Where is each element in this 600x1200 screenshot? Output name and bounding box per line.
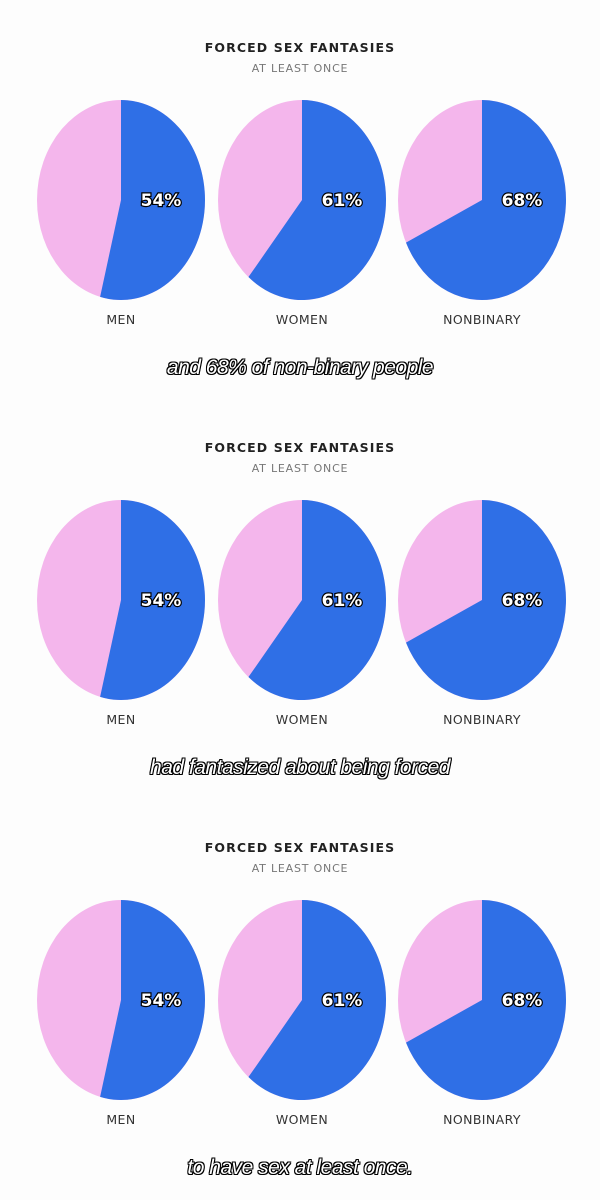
pie-category-label: MEN [106, 312, 135, 327]
pie-value-label: 54% [141, 191, 182, 211]
chart-frame-2: FORCED SEX FANTASIES AT LEAST ONCE 54% ME… [0, 400, 600, 800]
pie-slice-value [405, 500, 566, 700]
pie-slice-value [100, 500, 205, 700]
pie-category-label: NONBINARY [443, 312, 521, 327]
caption: had fantasized about being forced [150, 756, 450, 779]
pie-value-label: 61% [322, 991, 363, 1011]
pie-slice-value [100, 900, 205, 1100]
caption: to have sex at least once. [187, 1156, 413, 1179]
pie-category-label: WOMEN [276, 712, 328, 727]
pie-slice-value [248, 900, 387, 1100]
chart-subtitle: AT LEAST ONCE [251, 462, 349, 475]
pie-value-label: 61% [322, 591, 363, 611]
pie-category-label: MEN [106, 712, 135, 727]
pie-category-label: NONBINARY [443, 712, 521, 727]
pie-slice-value [405, 900, 566, 1100]
chart-subtitle: AT LEAST ONCE [251, 62, 349, 75]
chart-title: FORCED SEX FANTASIES [204, 40, 396, 55]
pie-slice-value [248, 100, 387, 300]
pie-value-label: 68% [502, 191, 543, 211]
pie-charts: 54% MEN 61% WOMEN 68% NONBINARY [37, 900, 566, 1127]
pie-charts: 54% MEN 61% WOMEN 68% NONBINARY [37, 100, 566, 327]
pie-category-label: NONBINARY [443, 1112, 521, 1127]
pie-category-label: WOMEN [276, 312, 328, 327]
chart-subtitle: AT LEAST ONCE [251, 862, 349, 875]
pie-slice-value [405, 100, 566, 300]
chart-frame-1: FORCED SEX FANTASIES AT LEAST ONCE 54% ME… [0, 0, 600, 400]
pie-charts: 54% MEN 61% WOMEN 68% NONBINARY [37, 500, 566, 727]
caption: and 68% of non-binary people [166, 356, 434, 379]
pie-value-label: 54% [141, 991, 182, 1011]
pie-category-label: MEN [106, 1112, 135, 1127]
pie-value-label: 61% [322, 191, 363, 211]
pie-value-label: 54% [141, 591, 182, 611]
pie-value-label: 68% [502, 991, 543, 1011]
pie-value-label: 68% [502, 591, 543, 611]
chart-frame-3: FORCED SEX FANTASIES AT LEAST ONCE 54% ME… [0, 800, 600, 1200]
pie-category-label: WOMEN [276, 1112, 328, 1127]
pie-slice-value [248, 500, 387, 700]
chart-title: FORCED SEX FANTASIES [204, 840, 396, 855]
chart-title: FORCED SEX FANTASIES [204, 440, 396, 455]
pie-slice-value [100, 100, 205, 300]
